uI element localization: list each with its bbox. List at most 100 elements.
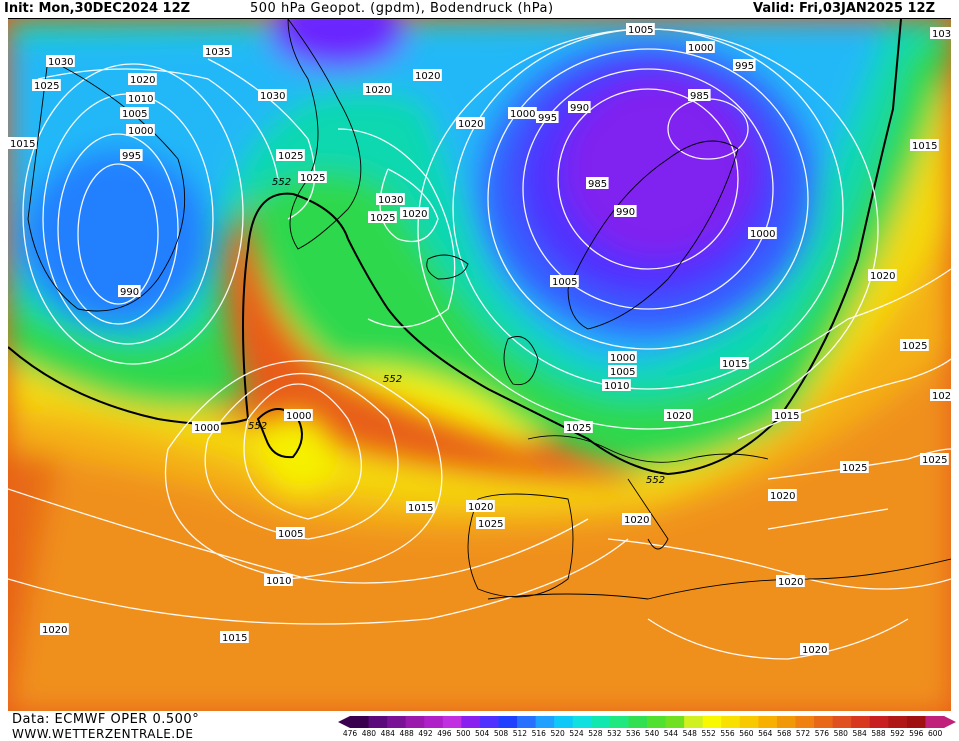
iceland-coast [426, 254, 469, 280]
scale-cell [888, 716, 908, 728]
scale-label: 528 [588, 729, 603, 738]
isobar-label: 1000 [510, 109, 535, 120]
scale-cell [517, 716, 537, 728]
isobar-label-bg [536, 111, 559, 123]
isobar-label: 1035 [205, 47, 230, 58]
isobar-label: 1015 [912, 141, 937, 152]
isobar-label-bg [40, 623, 69, 635]
isobar-label: 1010 [128, 94, 153, 105]
scale-cell [739, 716, 759, 728]
isobar-label: 1000 [194, 423, 219, 434]
scale-cell [591, 716, 611, 728]
scale-cell [535, 716, 555, 728]
isobar-label-bg [192, 421, 221, 433]
isobar-label: 1020 [870, 271, 895, 282]
isobar-label-bg [120, 149, 143, 161]
isobar-label-bg [800, 643, 829, 655]
isobar-label-bg [550, 275, 579, 287]
isobar-label: 1025 [842, 463, 867, 474]
isobar-label: 1025 [478, 519, 503, 530]
isobar-label: 1000 [610, 353, 635, 364]
scale-label: 520 [550, 729, 565, 738]
isobar-label: 995 [735, 61, 754, 72]
scale-cell [424, 716, 444, 728]
scale-label: 496 [437, 729, 452, 738]
field-scand-low-inner [563, 79, 753, 259]
field-greenland-low [268, 19, 408, 69]
isobar-label: 1030 [378, 195, 403, 206]
coastlines [27, 19, 951, 600]
isobar-label: 985 [588, 179, 607, 190]
scale-label: 512 [512, 729, 528, 738]
isobar-label-bg [868, 269, 897, 281]
scale-cell [665, 716, 685, 728]
scale-label: 524 [569, 729, 584, 738]
scale-label: 484 [380, 729, 395, 738]
scale-label: 600 [927, 729, 943, 738]
isobar-label-bg [686, 41, 715, 53]
isobar-label: 1025 [370, 213, 395, 224]
isobar-label-bg [276, 527, 305, 539]
isobar-label: 1025 [566, 423, 591, 434]
scale-cell [814, 716, 834, 728]
scale-cell [906, 716, 926, 728]
isobar-label-bg [720, 357, 749, 369]
isobar-label-bg [298, 171, 327, 183]
greenland-coast [287, 19, 362, 250]
isobar-label-bg [368, 211, 397, 223]
isobar-label-bg [406, 501, 435, 513]
isobar-label-bg [840, 461, 869, 473]
isobar-label: 990 [120, 287, 139, 298]
isobar-label: 1010 [266, 576, 291, 587]
isobar-labels: 1035103010251020101510101005100099599010… [8, 23, 951, 656]
isobar-label-bg [664, 409, 693, 421]
scale-label: 536 [625, 729, 641, 738]
isobar-label-bg [32, 79, 61, 91]
africa-coast [487, 558, 951, 600]
site-url: WWW.WETTERZENTRALE.DE [12, 727, 194, 741]
scale-label: 556 [720, 729, 735, 738]
scale-label: 576 [814, 729, 830, 738]
isobar-label: 1005 [122, 109, 147, 120]
scale-cell [925, 716, 945, 728]
isobar-label-bg [284, 409, 313, 421]
isobar-label-bg [586, 177, 609, 189]
isobar-label-bg [602, 379, 631, 391]
footer-bar: Data: ECMWF OPER 0.500° WWW.WETTERZENTRA… [0, 711, 959, 741]
isobar-label: 1015 [408, 503, 433, 514]
scale-label: 568 [776, 729, 792, 738]
isobar-label-bg [363, 83, 392, 95]
scale-arrow-right [944, 716, 956, 728]
scale-cell [776, 716, 796, 728]
isobar-label: 1015 [774, 411, 799, 422]
isobar-label: 995 [538, 113, 557, 124]
isobar-label: 985 [690, 91, 709, 102]
isobar-label-bg [920, 453, 949, 465]
isobar-label-bg [608, 365, 637, 377]
isobar-label-bg [568, 101, 591, 113]
scale-cell [554, 716, 574, 728]
scale-label: 588 [871, 729, 886, 738]
scale-label: 544 [663, 729, 679, 738]
contour-label: 552 [646, 475, 665, 486]
scale-label: 592 [890, 729, 905, 738]
isobar-label-bg [456, 117, 485, 129]
isobar-label-bg [900, 339, 929, 351]
init-time: Init: Mon,30DEC2024 12Z [4, 1, 191, 16]
isobar-label: 1035 [932, 29, 951, 40]
isobar-label-bg [930, 27, 951, 39]
scale-label: 540 [644, 729, 660, 738]
scale-label: 596 [909, 729, 924, 738]
isobar-label: 1025 [902, 341, 927, 352]
isobar-label-bg [910, 139, 939, 151]
isobar-label: 1020 [402, 209, 427, 220]
scale-label: 516 [531, 729, 546, 738]
scale-label: 488 [399, 729, 414, 738]
scale-cell [572, 716, 592, 728]
isobar-label: 1000 [128, 126, 153, 137]
isobar-label: 1025 [278, 151, 303, 162]
scale-cell [702, 716, 722, 728]
isobar-label: 1015 [222, 633, 247, 644]
isobar-label: 1030 [48, 57, 73, 68]
isobar-label: 995 [122, 151, 141, 162]
